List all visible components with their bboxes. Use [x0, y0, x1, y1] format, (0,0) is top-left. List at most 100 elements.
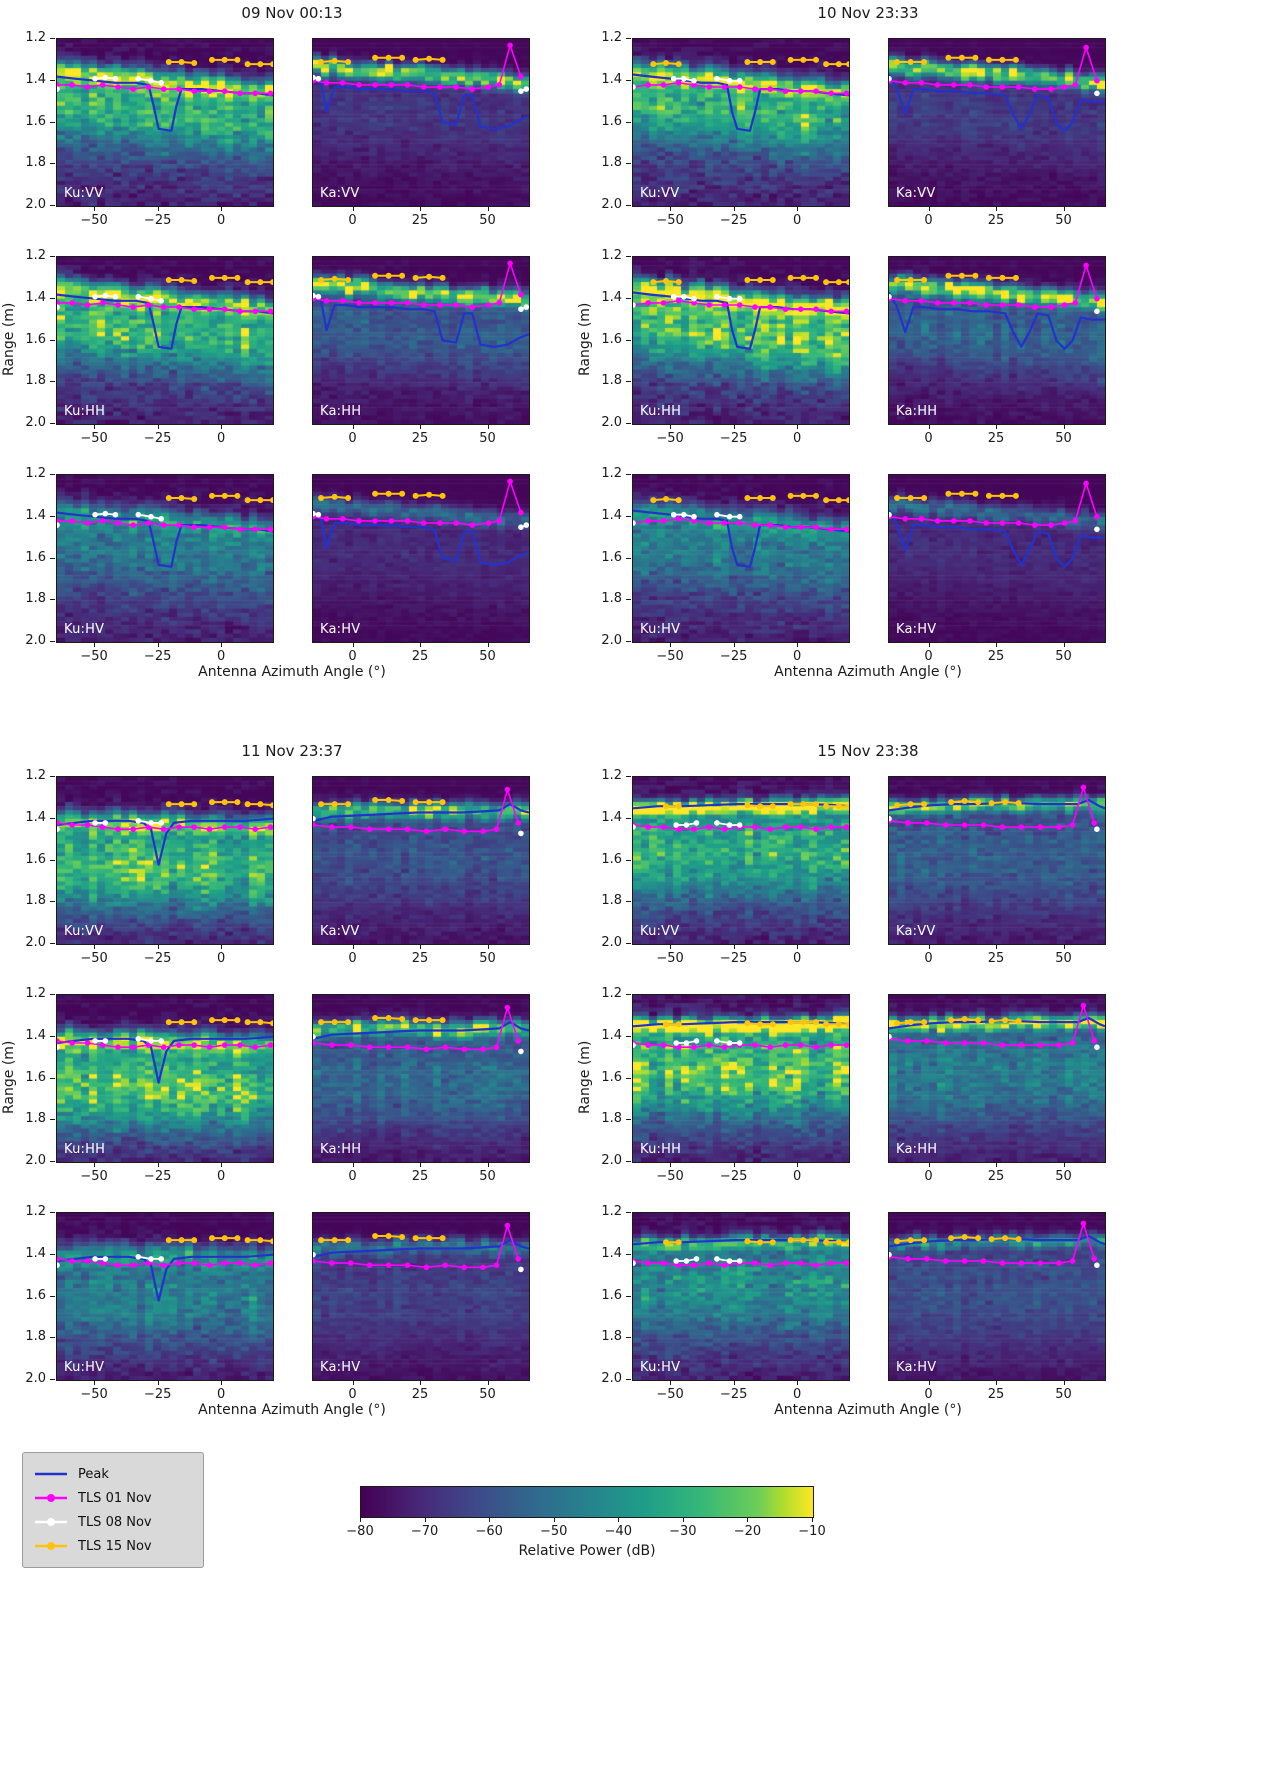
tick-mark: [94, 207, 96, 211]
tick-mark: [797, 643, 799, 647]
peak-line: [889, 291, 1105, 350]
x-tick-label: 25: [987, 1169, 1005, 1184]
tls01-marker: [675, 826, 682, 832]
tls15-marker: [385, 1015, 392, 1021]
tls01-marker: [485, 302, 492, 308]
x-tick-label: 25: [987, 213, 1005, 228]
tls15-marker: [412, 799, 419, 806]
tls08-marker: [889, 815, 892, 822]
tls08-marker: [693, 820, 700, 826]
tls15-marker: [907, 59, 914, 65]
tls15-marker: [650, 61, 657, 68]
tls01-marker: [706, 1260, 712, 1266]
tls15-marker: [426, 1235, 433, 1242]
tick-mark: [996, 1163, 997, 1167]
tls01-marker: [843, 526, 849, 533]
tick-mark: [670, 945, 672, 949]
tls01-marker: [453, 520, 459, 526]
tls01-marker: [176, 86, 182, 92]
tls15-marker: [399, 54, 406, 61]
tls15-marker: [385, 272, 392, 279]
y-tick-label: 2.0: [601, 197, 622, 212]
tick-mark: [626, 38, 631, 39]
colorbar-tick-label: −10: [798, 1524, 826, 1539]
tls01-marker: [813, 1044, 819, 1050]
tick-mark: [50, 297, 55, 299]
tick-mark: [487, 643, 489, 647]
panel-overlay: [57, 56, 273, 132]
tls08-marker: [158, 516, 164, 522]
x-tick-label: 25: [987, 431, 1005, 446]
tls08-marker: [57, 826, 60, 832]
tls15-marker: [835, 803, 842, 810]
tls01-marker: [160, 1262, 167, 1268]
tls01-marker: [999, 84, 1006, 90]
tls01-marker: [1094, 513, 1100, 520]
tls01-marker: [339, 516, 346, 522]
peak-line: [313, 79, 529, 130]
colorbar-tick-label: −40: [604, 1524, 632, 1539]
tls01-marker: [721, 826, 728, 832]
tick-mark: [489, 1518, 491, 1522]
y-tick-label: 1.8: [25, 1329, 46, 1345]
tls15-marker: [221, 274, 228, 281]
tls15-marker: [675, 61, 682, 68]
tls01-marker: [404, 826, 411, 832]
tls15-marker: [399, 1016, 406, 1022]
tls01-marker: [99, 518, 106, 524]
tls01-marker: [905, 1038, 911, 1044]
tls01-marker: [828, 308, 834, 315]
panel-overlay: [633, 56, 849, 132]
tls15-marker: [846, 279, 849, 286]
panel-band-pol-label: Ka:HV: [320, 622, 361, 637]
tls01-marker: [252, 826, 258, 832]
tls15-marker: [999, 56, 1006, 63]
tls01-marker: [752, 522, 758, 528]
tls08-marker: [683, 1040, 690, 1046]
tls15-marker: [331, 801, 338, 808]
tick-mark: [797, 1381, 799, 1385]
x-axis-label: Antenna Azimuth Angle (°): [774, 664, 962, 680]
tls08-marker: [1094, 1044, 1100, 1050]
tick-mark: [50, 1337, 55, 1339]
tls01-marker: [813, 306, 819, 312]
tick-mark: [487, 1381, 489, 1385]
tls01-marker: [69, 1258, 75, 1264]
tls08-marker: [633, 1042, 636, 1048]
y-tick-label: 2.0: [601, 1153, 622, 1168]
y-tick-label: 2.0: [25, 935, 46, 950]
colorbar-tick-label: −60: [475, 1524, 503, 1539]
panel-grid: Ku:VV −50 −25 0 1.2 1.4 1.6 1.8 2.0 Ka:VV 0 25 50 Ku:…: [576, 0, 1152, 706]
tls15-marker: [221, 492, 228, 499]
tls01-marker: [1048, 522, 1054, 528]
tls01-marker: [828, 1260, 834, 1266]
tls01-marker: [206, 1044, 213, 1050]
tls15-marker: [191, 278, 198, 284]
tls01-marker: [348, 1042, 354, 1048]
tls01-marker: [645, 824, 651, 830]
tls01-marker: [388, 300, 395, 306]
tls01-marker: [115, 302, 121, 308]
tls01-marker: [813, 524, 819, 530]
tls15-marker: [948, 799, 955, 806]
tick-mark: [670, 207, 672, 211]
tls15-marker: [270, 1020, 273, 1027]
tls01-marker: [706, 84, 712, 90]
tls01-marker: [934, 82, 941, 88]
tls08-marker: [518, 1048, 524, 1055]
tls01-marker: [252, 308, 258, 315]
x-tick-label: −25: [143, 1169, 172, 1184]
tls01-marker: [206, 826, 213, 832]
tls01-marker: [691, 1044, 697, 1050]
tls15-marker: [270, 802, 273, 809]
tls01-marker: [496, 518, 503, 524]
tls01-marker: [130, 86, 136, 92]
tls08-marker: [102, 292, 109, 299]
tls01-marker: [84, 84, 91, 90]
tls15-marker: [800, 1019, 807, 1026]
tls01-marker: [691, 518, 697, 524]
y-tick-label: 1.6: [25, 1069, 46, 1085]
tls15-marker: [907, 495, 914, 501]
tls08-marker: [714, 1256, 720, 1262]
tls01-marker: [99, 82, 106, 88]
